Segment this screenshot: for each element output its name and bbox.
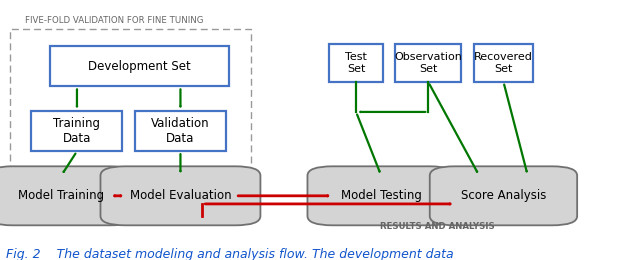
Text: Fig. 2    The dataset modeling and analysis flow. The development data: Fig. 2 The dataset modeling and analysis… (6, 249, 454, 260)
Text: Model Evaluation: Model Evaluation (130, 189, 231, 202)
Text: Model Training: Model Training (18, 189, 104, 202)
Text: Training
Data: Training Data (54, 117, 100, 145)
FancyBboxPatch shape (135, 111, 226, 151)
Text: Model Testing: Model Testing (340, 189, 422, 202)
FancyBboxPatch shape (396, 44, 461, 82)
FancyBboxPatch shape (307, 166, 455, 225)
FancyBboxPatch shape (31, 111, 122, 151)
Text: Recovered
Set: Recovered Set (474, 52, 533, 74)
Text: RESULTS AND ANALYSIS: RESULTS AND ANALYSIS (380, 222, 494, 231)
FancyBboxPatch shape (51, 46, 229, 87)
FancyBboxPatch shape (474, 44, 533, 82)
Text: Score Analysis: Score Analysis (461, 189, 546, 202)
FancyBboxPatch shape (0, 166, 135, 225)
Text: Validation
Data: Validation Data (151, 117, 210, 145)
Text: Test
Set: Test Set (345, 52, 367, 74)
FancyBboxPatch shape (330, 44, 383, 82)
FancyBboxPatch shape (100, 166, 260, 225)
Text: FIVE-FOLD VALIDATION FOR FINE TUNING: FIVE-FOLD VALIDATION FOR FINE TUNING (25, 16, 204, 25)
Text: Observation
Set: Observation Set (394, 52, 462, 74)
Text: Development Set: Development Set (88, 60, 191, 73)
FancyBboxPatch shape (430, 166, 577, 225)
